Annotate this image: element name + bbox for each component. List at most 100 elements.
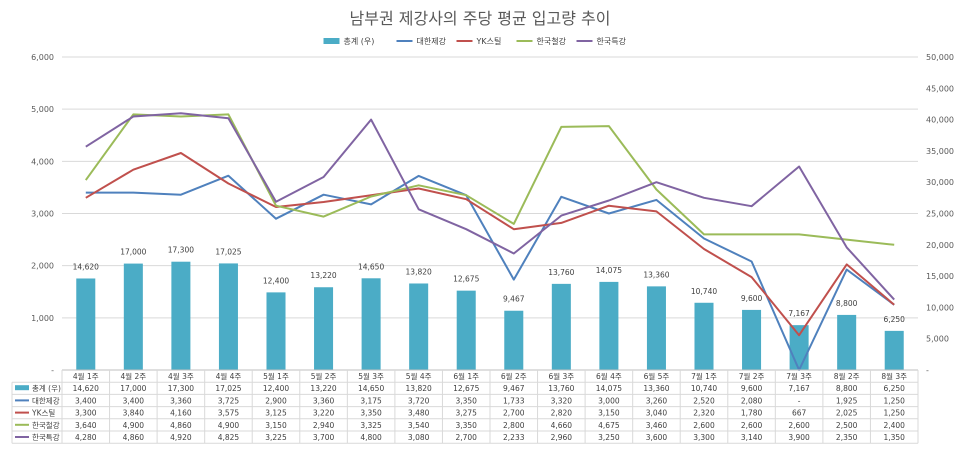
bar (171, 261, 191, 370)
table-cell: 3,900 (788, 433, 810, 442)
bar-series (76, 261, 904, 370)
right-tick-label: 25,000 (926, 210, 954, 219)
bar (646, 286, 666, 370)
bar-data-label: 12,400 (263, 276, 289, 285)
left-axis: - 1,000 2,000 3,000 4,000 5,000 6,000 (31, 53, 54, 375)
category-label: 4월 1주 (73, 371, 99, 381)
table-cell: 2,600 (693, 421, 715, 430)
table-cell: 2,025 (836, 409, 858, 418)
bar (76, 278, 96, 370)
series-line (85, 112, 895, 301)
category-label: 6월 2주 (501, 371, 527, 381)
table-cell: 3,125 (265, 409, 287, 418)
bar-data-label: 14,650 (358, 262, 384, 271)
table-cell: 4,860 (170, 421, 192, 430)
series-line (84, 113, 895, 246)
bar (409, 283, 429, 370)
bar-data-label: 13,760 (548, 268, 574, 277)
table-cell: 2,233 (503, 433, 525, 442)
table-cell: 14,075 (596, 384, 622, 393)
table-cell: 3,080 (408, 433, 430, 442)
right-tick-label: 10,000 (926, 303, 954, 312)
table-cell: 6,250 (883, 384, 905, 393)
series-line (85, 174, 895, 371)
table-cell: 3,460 (646, 421, 668, 430)
table-cell: 4,280 (75, 433, 97, 442)
bar (456, 290, 476, 370)
legend: 총계 (우) 대한제강 YK스틸 한국철강 한국특강 (323, 36, 627, 46)
bar (599, 281, 619, 370)
bar-data-label: 10,740 (691, 287, 717, 296)
table-cell: 9,467 (503, 384, 525, 393)
left-tick-label: 4,000 (31, 157, 54, 166)
table-cell: 2,520 (693, 396, 715, 405)
table-cell: 1,250 (883, 409, 905, 418)
category-label: 8월 3주 (881, 371, 907, 381)
table-cell: 13,220 (310, 384, 336, 393)
table-cell: 3,175 (360, 396, 382, 405)
data-table: 4월 1주 4월 2주 4월 3주 4월 4주 5월 1주 5월 2주 5월 3주 5월 4주… (11, 369, 919, 444)
table-cell: 12,675 (453, 384, 479, 393)
table-cell: 2,700 (503, 409, 525, 418)
right-tick-label: 35,000 (926, 147, 954, 156)
right-tick-label: 15,000 (926, 272, 954, 281)
bar-data-label: 6,250 (883, 315, 905, 324)
bar (884, 330, 904, 370)
bar (361, 278, 381, 370)
table-cell: 1,733 (503, 396, 525, 405)
bar-data-label: 17,300 (168, 246, 194, 255)
table-cell: 13,760 (548, 384, 574, 393)
bar-data-label: 9,467 (503, 295, 525, 304)
bar-data-label: 9,600 (741, 294, 763, 303)
table-cell: 3,300 (693, 433, 715, 442)
table-cell: 2,940 (313, 421, 335, 430)
bar (314, 287, 334, 370)
left-tick-label: 5,000 (31, 105, 54, 114)
table-cell: 4,160 (170, 409, 192, 418)
category-label: 5월 1주 (263, 371, 289, 381)
table-cell: 3,840 (123, 409, 145, 418)
line-series (84, 112, 895, 371)
table-cell: 12,400 (263, 384, 289, 393)
table-cell: 2,400 (883, 421, 905, 430)
table-cell: 2,600 (741, 421, 763, 430)
category-label: 4월 3주 (168, 371, 194, 381)
table-cell: 1,250 (883, 396, 905, 405)
row-series-name: 한국특강 (32, 432, 60, 442)
row-series-name: YK스틸 (31, 409, 55, 418)
table-cell: 4,660 (551, 421, 573, 430)
table-cell: 3,000 (598, 396, 620, 405)
table-cell: 2,320 (693, 409, 715, 418)
table-cell: 10,740 (691, 384, 717, 393)
table-cell: 3,350 (455, 396, 477, 405)
right-tick-label: - (926, 366, 929, 375)
table-cell: 3,700 (313, 433, 335, 442)
bar (504, 310, 524, 370)
bar-data-label: 13,220 (310, 271, 336, 280)
bar (266, 292, 286, 370)
bar (837, 314, 857, 370)
right-tick-label: 50,000 (926, 53, 954, 62)
category-label: 5월 2주 (311, 371, 337, 381)
table-cell: 3,540 (408, 421, 430, 430)
bar-data-label: 13,360 (643, 270, 669, 279)
bar (789, 325, 809, 370)
table-cell: 2,800 (503, 421, 525, 430)
table-cell: 2,500 (836, 421, 858, 430)
table-cell: 3,250 (598, 433, 620, 442)
category-label: 7월 2주 (739, 371, 765, 381)
table-cell: 3,260 (646, 396, 668, 405)
table-cell: 14,650 (358, 384, 384, 393)
category-label: 5월 3주 (358, 371, 384, 381)
table-cell: 3,325 (360, 421, 382, 430)
table-cell: 8,800 (836, 384, 858, 393)
table-cell: 1,925 (836, 396, 858, 405)
right-tick-label: 5,000 (926, 335, 949, 344)
table-cell: 3,140 (741, 433, 763, 442)
table-cell: 4,920 (170, 433, 192, 442)
bar-data-label: 7,167 (788, 309, 810, 318)
table-cell: 2,600 (788, 421, 810, 430)
left-tick-label: 3,000 (31, 210, 54, 219)
category-label: 6월 4주 (596, 371, 622, 381)
